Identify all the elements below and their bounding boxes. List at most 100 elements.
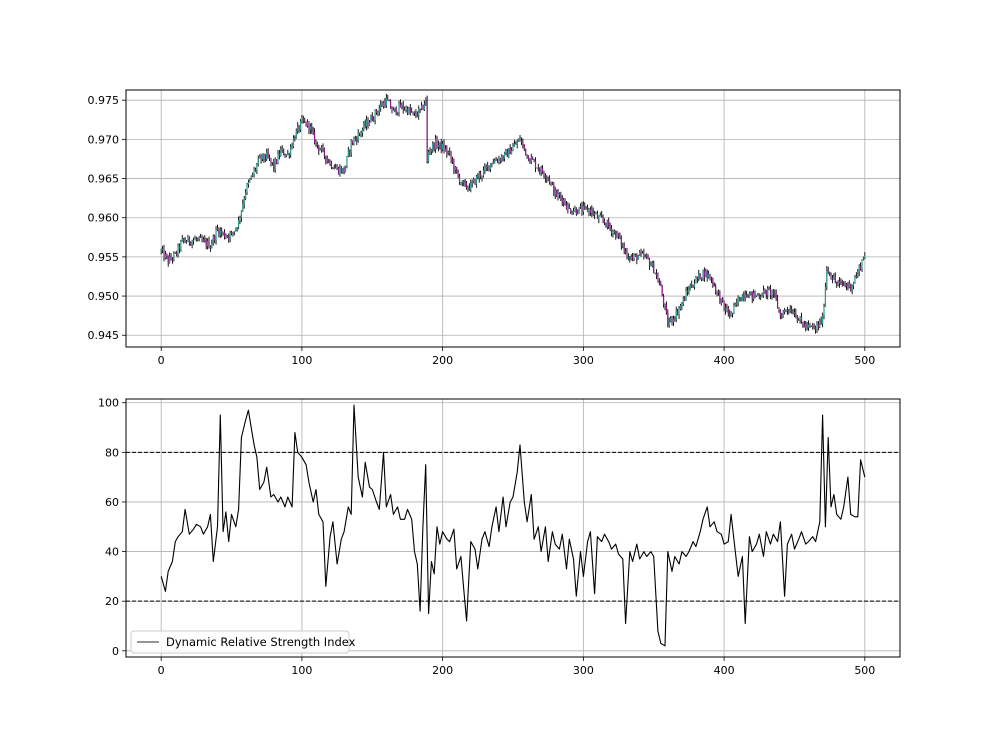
candle-body: [205, 240, 207, 247]
candle-body: [360, 132, 362, 134]
candle-body: [294, 138, 296, 139]
candle-body: [608, 220, 610, 227]
candle-body: [622, 245, 624, 247]
candle-body: [364, 123, 366, 126]
candle-body: [471, 182, 473, 184]
candle-body: [228, 236, 230, 239]
candle-body: [254, 169, 257, 171]
candle-body: [311, 126, 313, 130]
candle-body: [380, 104, 382, 109]
candle-body: [252, 174, 254, 176]
candle-body: [613, 231, 615, 233]
candle-body: [845, 284, 848, 287]
candle-body: [712, 278, 714, 286]
candle-body: [223, 232, 226, 238]
candle-body: [546, 177, 548, 179]
candle-body: [778, 307, 780, 311]
candle-body: [705, 271, 707, 278]
candle-body: [409, 107, 411, 112]
candle-body: [586, 207, 589, 212]
candle-body: [746, 294, 748, 297]
candle-body: [235, 227, 237, 231]
candle-body: [271, 162, 273, 163]
candle-body: [791, 309, 793, 314]
candle-body: [864, 255, 866, 258]
candle-body: [819, 320, 821, 327]
candle-body: [177, 245, 179, 255]
candle-body: [508, 148, 510, 157]
candle-body: [776, 299, 779, 308]
candle-body: [381, 104, 383, 107]
candle-body: [285, 154, 288, 156]
candle-body: [240, 210, 242, 218]
candle-body: [263, 153, 265, 159]
candle-body: [415, 113, 417, 116]
candle-body: [264, 158, 266, 160]
candle-body: [160, 250, 162, 252]
candle-body: [747, 296, 749, 298]
candle-body: [161, 249, 164, 251]
candle-body: [748, 293, 751, 298]
candle-body: [429, 151, 431, 153]
candle-body: [848, 283, 850, 287]
candle-body: [729, 313, 731, 316]
candle-body: [572, 211, 575, 214]
candle-body: [398, 103, 400, 113]
price-x-tick-label: 500: [854, 354, 875, 367]
candle-body: [457, 172, 459, 177]
candle-body: [313, 131, 316, 143]
candle-body: [485, 166, 487, 168]
candle-body: [802, 321, 804, 325]
candle-body: [855, 276, 857, 278]
candle-body: [170, 256, 172, 259]
candle-body: [841, 281, 843, 285]
candle-body: [530, 157, 532, 162]
candle-body: [744, 294, 746, 298]
candle-body: [685, 291, 687, 301]
candle-body: [392, 109, 394, 111]
candle-body: [315, 141, 317, 143]
candle-body: [216, 228, 219, 230]
candle-body: [737, 297, 739, 303]
candle-body: [646, 255, 648, 257]
candle-body: [373, 119, 375, 121]
candle-body: [788, 309, 790, 312]
candle-body: [753, 292, 755, 299]
candle-body: [477, 176, 479, 179]
candle-body: [768, 288, 770, 290]
candle-body: [454, 167, 456, 170]
candle-body: [727, 308, 729, 314]
candle-body: [207, 240, 209, 247]
candle-body: [464, 182, 466, 184]
candle-body: [305, 121, 307, 127]
candle-body: [854, 277, 856, 283]
candle-body: [388, 100, 390, 102]
candle-body: [405, 107, 407, 110]
candle-body: [319, 149, 321, 151]
candle-body: [465, 182, 468, 188]
candle-body: [760, 296, 762, 298]
candle-body: [781, 316, 783, 318]
indicator-grid: [126, 399, 900, 657]
candle-body: [404, 109, 406, 111]
price-y-axis: 0.945 0.950 0.955 0.960 0.965 0.970 0.975: [88, 94, 126, 342]
candle-body: [678, 309, 680, 315]
candle-body: [861, 259, 863, 269]
candle-body: [615, 231, 617, 239]
candle-body: [225, 236, 227, 238]
candle-body: [413, 111, 416, 114]
candle-body: [339, 168, 341, 174]
candle-body: [733, 305, 735, 313]
candle-body: [605, 222, 607, 227]
candle-body: [670, 317, 672, 322]
price-x-tick-label: 200: [432, 354, 453, 367]
candle-body: [297, 125, 299, 131]
candle-body: [671, 317, 673, 323]
candle-body: [194, 238, 196, 241]
candle-body: [453, 161, 455, 170]
candle-body: [630, 256, 632, 259]
candle-body: [337, 167, 340, 174]
candle-body: [482, 170, 485, 176]
candle-body: [281, 149, 283, 150]
